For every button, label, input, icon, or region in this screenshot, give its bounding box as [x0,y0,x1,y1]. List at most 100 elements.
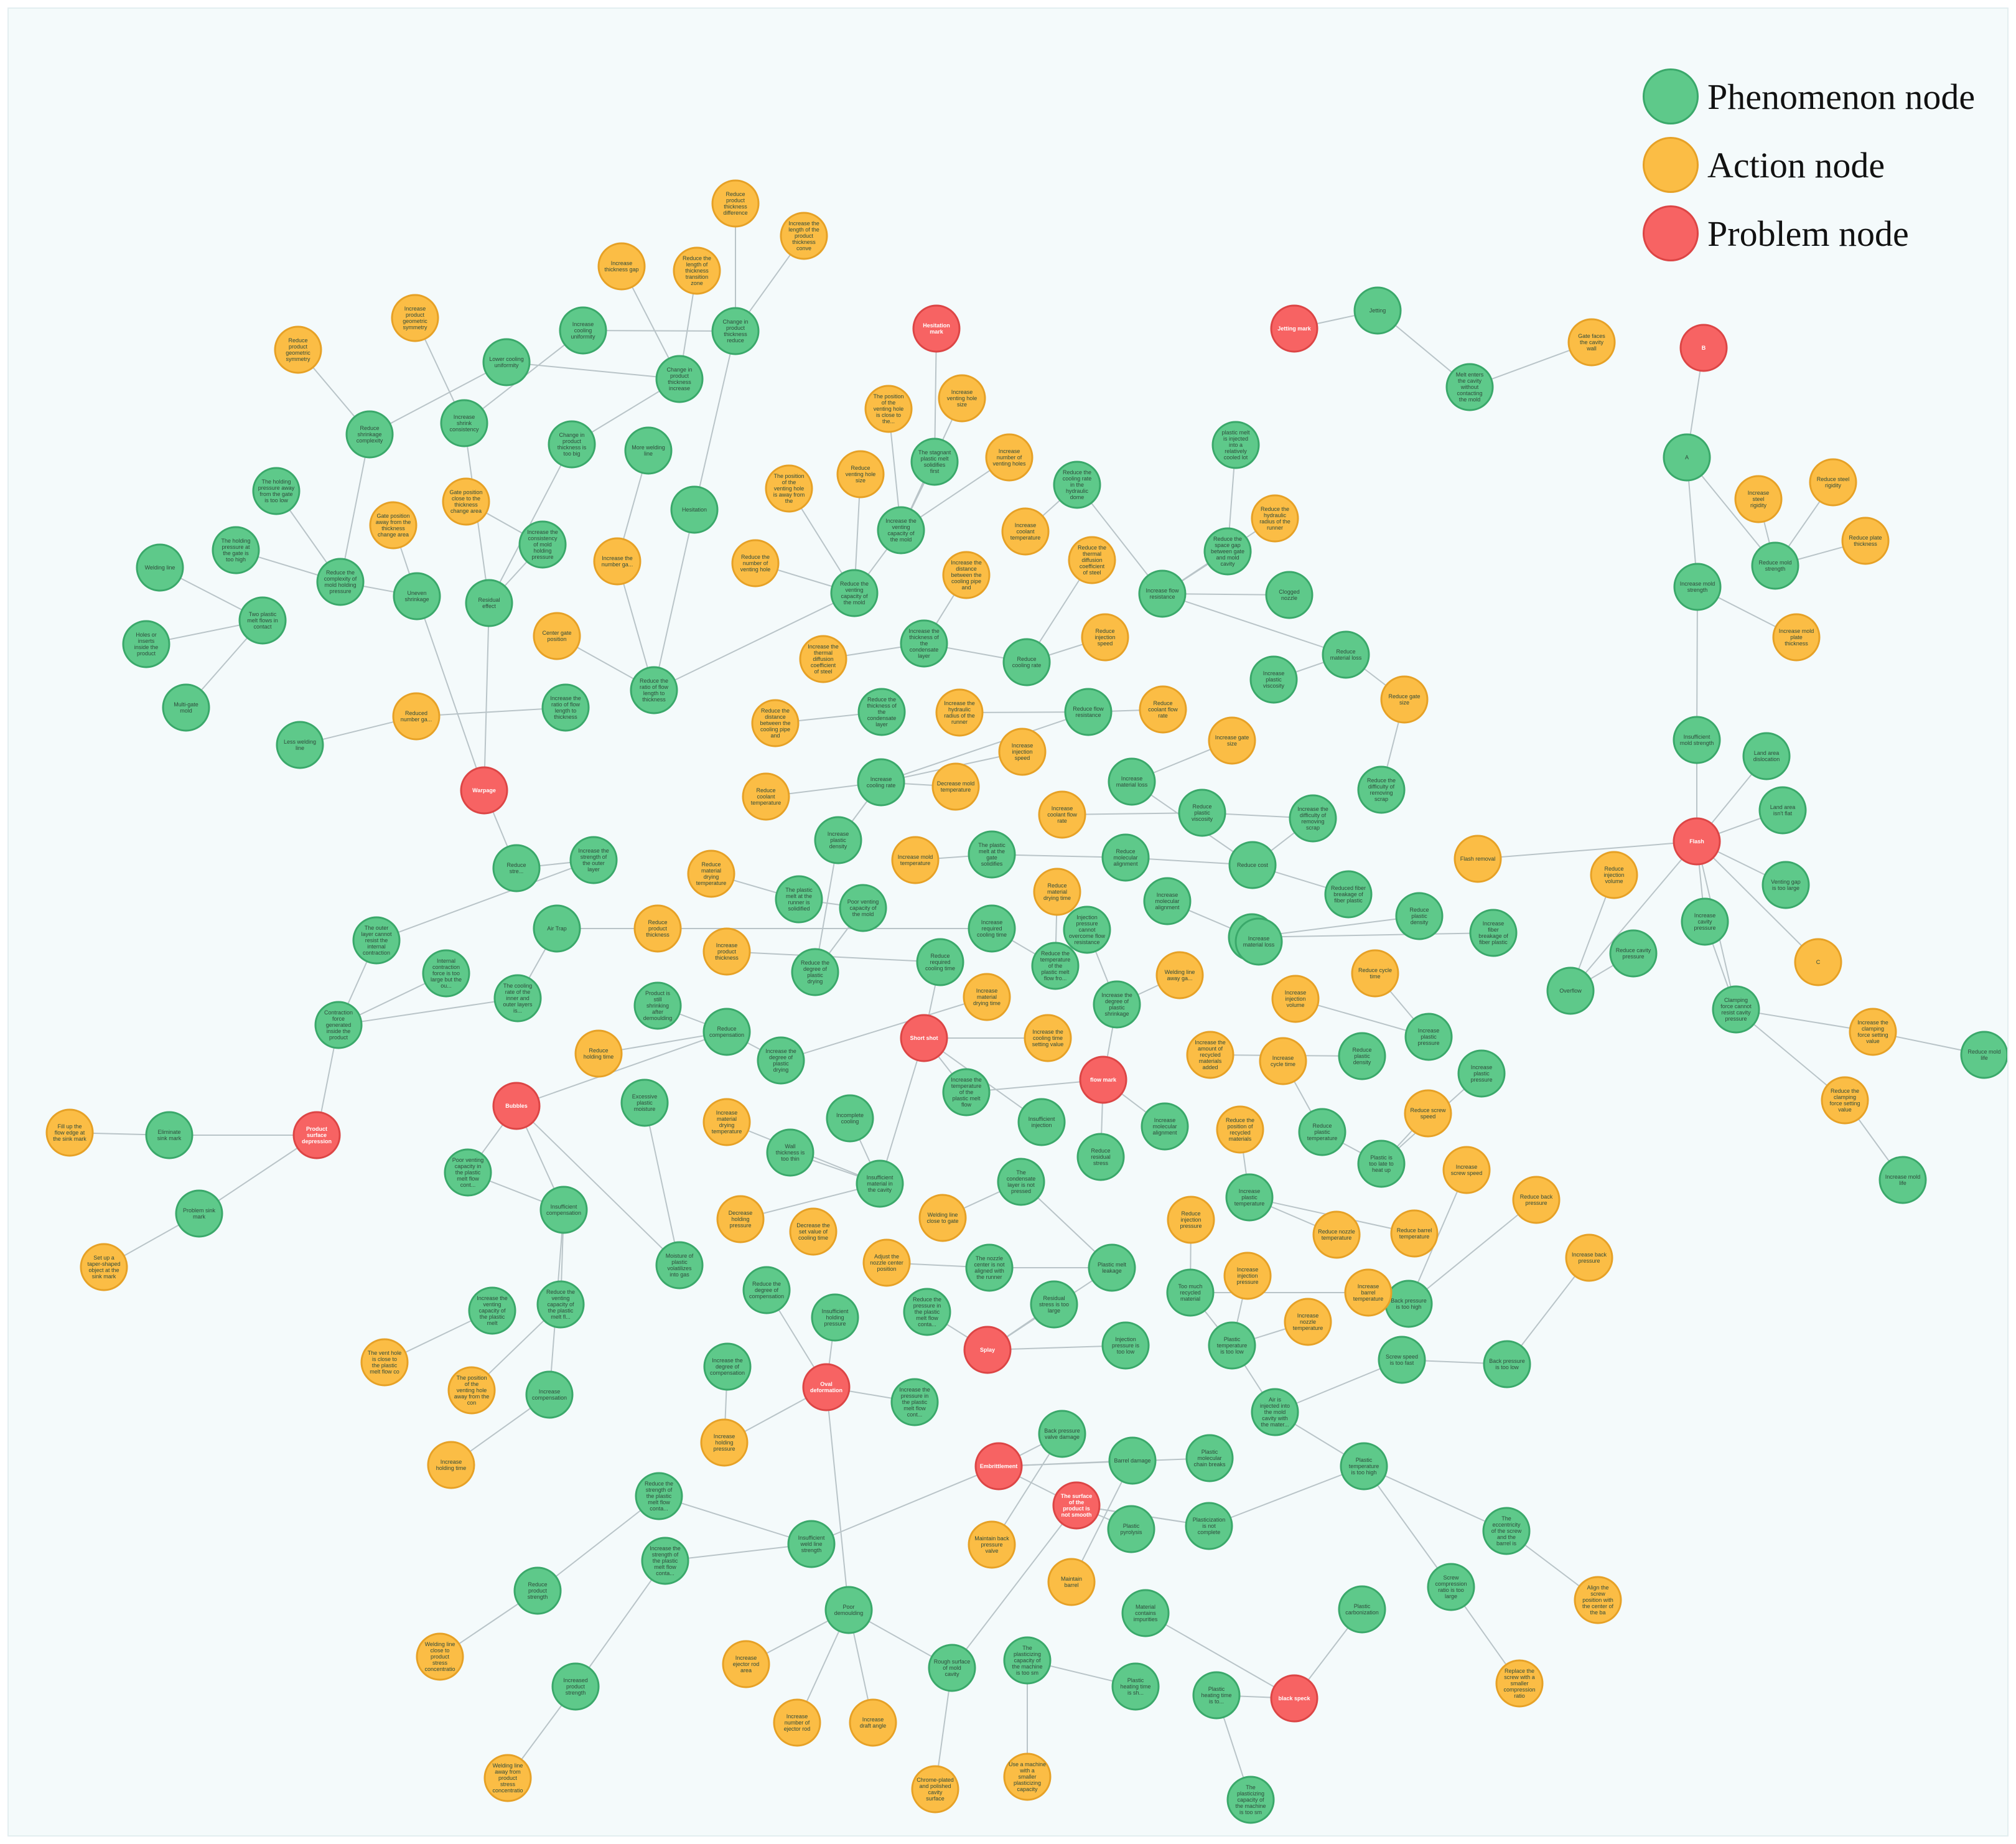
node-label: Reduce gate size [1388,693,1420,706]
graph-node-flash: Flash [1673,817,1721,866]
graph-node-increase-shrink-consistency: Increase shrink consistency [440,399,488,447]
graph-node-plasticizing-capacity-small: The plasticizing capacity of the machine is … [1003,1636,1052,1685]
phenomenon-node-circle [1141,1102,1189,1151]
action-node-circle [711,179,760,228]
graph-node-reduce-nozzle-temperature: Reduce nozzle temperature [1312,1210,1361,1259]
action-node-circle [1271,975,1320,1023]
action-node-circle [1794,938,1842,986]
phenomenon-node-circle [1185,1502,1233,1550]
node-label: Increase flow resistance [1146,587,1179,600]
node-label: The holding pressure at the gate is too hig… [221,538,250,563]
action-node-circle [1734,475,1783,523]
phenomenon-node-circle [492,844,541,892]
graph-node-increase-plastic-pressure-2: Increase plastic pressure [1457,1049,1506,1098]
phenomenon-node-circle [942,1068,991,1116]
node-label: Wall thickness is too thin [776,1143,805,1162]
problem-node-circle [1052,1481,1101,1530]
phenomenon-node-circle [493,974,542,1023]
graph-node-increase-ratio-flow: Increase the ratio of flow length to thickn… [541,683,590,732]
graph-node-reduce-coolant-flow-rate: Reduce coolant flow rate [1139,685,1187,734]
graph-node-reduce-hydraulic-radius: Reduce the hydraulic radius of the runner [1251,494,1299,543]
phenomenon-node-circle [1758,786,1807,835]
graph-node-internal-contraction-force: Internal contraction force is too large but… [422,949,470,998]
graph-node-reduce-plastic-viscosity: Reduce plastic viscosity [1178,789,1226,837]
phenomenon-node-circle [145,1111,194,1159]
node-label: Reduce material loss [1330,648,1362,661]
node-label: Welding line away from product stress concen… [492,1762,523,1794]
phenomenon-node-circle [1053,461,1101,509]
phenomenon-node-circle [1457,1049,1506,1098]
node-label: Rough surface of mold cavity [934,1659,971,1677]
problem-node-circle [460,766,508,815]
node-label: The position of the venting hole away from … [454,1375,490,1406]
graph-edge [1570,841,1697,991]
legend-item-action: Action node [1643,137,1885,193]
node-label: Eliminate sink mark [157,1129,182,1141]
node-label: Change in product thickness is too big [558,432,587,457]
graph-node-holding-pressure-far: The holding pressure away from the gate is … [252,467,301,515]
phenomenon-node-circle [314,1001,363,1049]
node-label: Product surface depression [302,1126,332,1144]
node-label: Reduce residual stress [1091,1148,1111,1166]
node-label: Decrease holding pressure [729,1210,753,1229]
phenomenon-node-circle [276,721,324,769]
phenomenon-node-circle [711,307,760,355]
node-label: Too much recycled material [1178,1283,1202,1302]
graph-node-center-gate-position: Center gate position [533,612,581,660]
node-label: Reduce mold life [1967,1049,2000,1061]
phenomenon-node-circle [525,1370,574,1419]
node-label: Increase gate size [1215,734,1249,747]
graph-node-holes-inserts: Holes or inserts inside the product [122,620,170,668]
action-node-circle [1208,716,1256,765]
node-label: Reduce the difficulty of removing scrap [1367,777,1396,802]
graph-node-increase-holding-pressure: Increase holding pressure [700,1418,749,1467]
graph-node-increase-molecular-alignment-2: Increase molecular alignment [1141,1102,1189,1151]
graph-node-flow-mark: flow mark [1079,1055,1127,1104]
legend-label-problem: Problem node [1707,213,1909,254]
node-label: Increase the consistency of mold holding pre… [527,529,558,560]
graph-node-vent-hole-close-flow: The vent hole is close to the plastic melt … [360,1338,409,1387]
graph-node-plastic-molecular-chain: Plastic molecular chain breaks [1185,1434,1234,1482]
node-label: Venting gap is too large [1771,879,1801,891]
action-node-circle [938,374,986,423]
phenomenon-node-circle [1121,1589,1170,1637]
node-label: More welding line [632,444,665,457]
graph-node-reduce-degree-compensation: Reduce the degree of compensation [742,1266,791,1314]
graph-node-venting-hole-away: The position of the venting hole is away fr… [765,464,813,513]
node-label: Less welding line [284,739,316,751]
phenomenon-node-circle [1108,1436,1157,1485]
node-label: Contraction force generated inside the produ… [324,1009,353,1041]
action-node-circle [1038,790,1086,839]
graph-node-increase-holding-time: Increase holding time [427,1441,475,1489]
action-node-circle [1259,1037,1307,1085]
node-label: Air is injected into the mold cavity with th… [1260,1397,1290,1428]
node-label: Increase cycle time [1271,1055,1295,1067]
phenomenon-node-circle [830,569,879,617]
graph-node-uneven-shrinkage: Uneven shrinkage [393,572,441,620]
graph-node-reduce-mold-strength: Reduce mold strength [1751,541,1799,590]
graph-node-welding-line: Welding line [136,543,184,592]
graph-node-increase-cooling-setting: Increase the cooling time setting value [1024,1014,1072,1062]
graph-node-increase-difficulty-removing: Increase the difficulty of removing scrap [1289,794,1337,843]
graph-node-excessive-plastic-moisture: Excessive plastic moisture [620,1079,669,1127]
phenomenon-node-circle [1378,1336,1426,1384]
graph-node-reduce-molecular-alignment: Reduce molecular alignment [1101,833,1150,882]
node-label: Insufficient injection [1029,1116,1055,1128]
phenomenon-node-circle [1076,1133,1125,1181]
action-node-circle [1223,1252,1272,1300]
graph-node-gate-position-away: Gate position away from the thickness chang… [369,501,418,550]
phenomenon-node-circle [1178,789,1226,837]
graph-node-increase-venting-capacity-2: Increase the venting capacity of the plasti… [468,1286,516,1335]
graph-node-adjust-nozzle-position: Adjust the nozzle center position [862,1238,911,1287]
graph-node-jetting-mark: Jetting mark [1270,304,1318,353]
node-label: Problem sink mark [183,1207,216,1220]
action-node-circle [1139,685,1187,734]
node-label: Decrease mold temperature [937,780,975,793]
action-node-circle [1567,318,1616,367]
node-label: Holes or inserts inside the product [134,632,159,657]
node-label: Set up a taper-shaped object at the sink ma… [87,1255,120,1280]
phenomenon-node-circle [1203,527,1252,576]
phenomenon-node-circle [1088,1243,1136,1292]
phenomenon-node-circle [1322,630,1370,679]
graph-node-reduce-back-pressure: Reduce back pressure [1512,1176,1561,1224]
